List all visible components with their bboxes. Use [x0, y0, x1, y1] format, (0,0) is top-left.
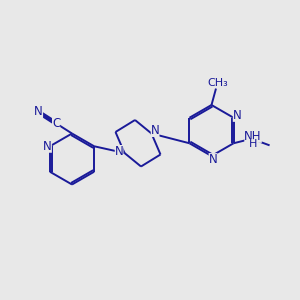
Text: CH₃: CH₃ [207, 78, 228, 88]
Text: N: N [151, 124, 160, 137]
Text: NH: NH [244, 130, 262, 143]
Text: N: N [233, 109, 242, 122]
Text: N: N [208, 153, 217, 166]
Text: N: N [115, 145, 124, 158]
Text: H: H [249, 139, 257, 149]
Text: N: N [34, 105, 43, 118]
Text: N: N [43, 140, 52, 153]
Text: C: C [52, 117, 60, 130]
